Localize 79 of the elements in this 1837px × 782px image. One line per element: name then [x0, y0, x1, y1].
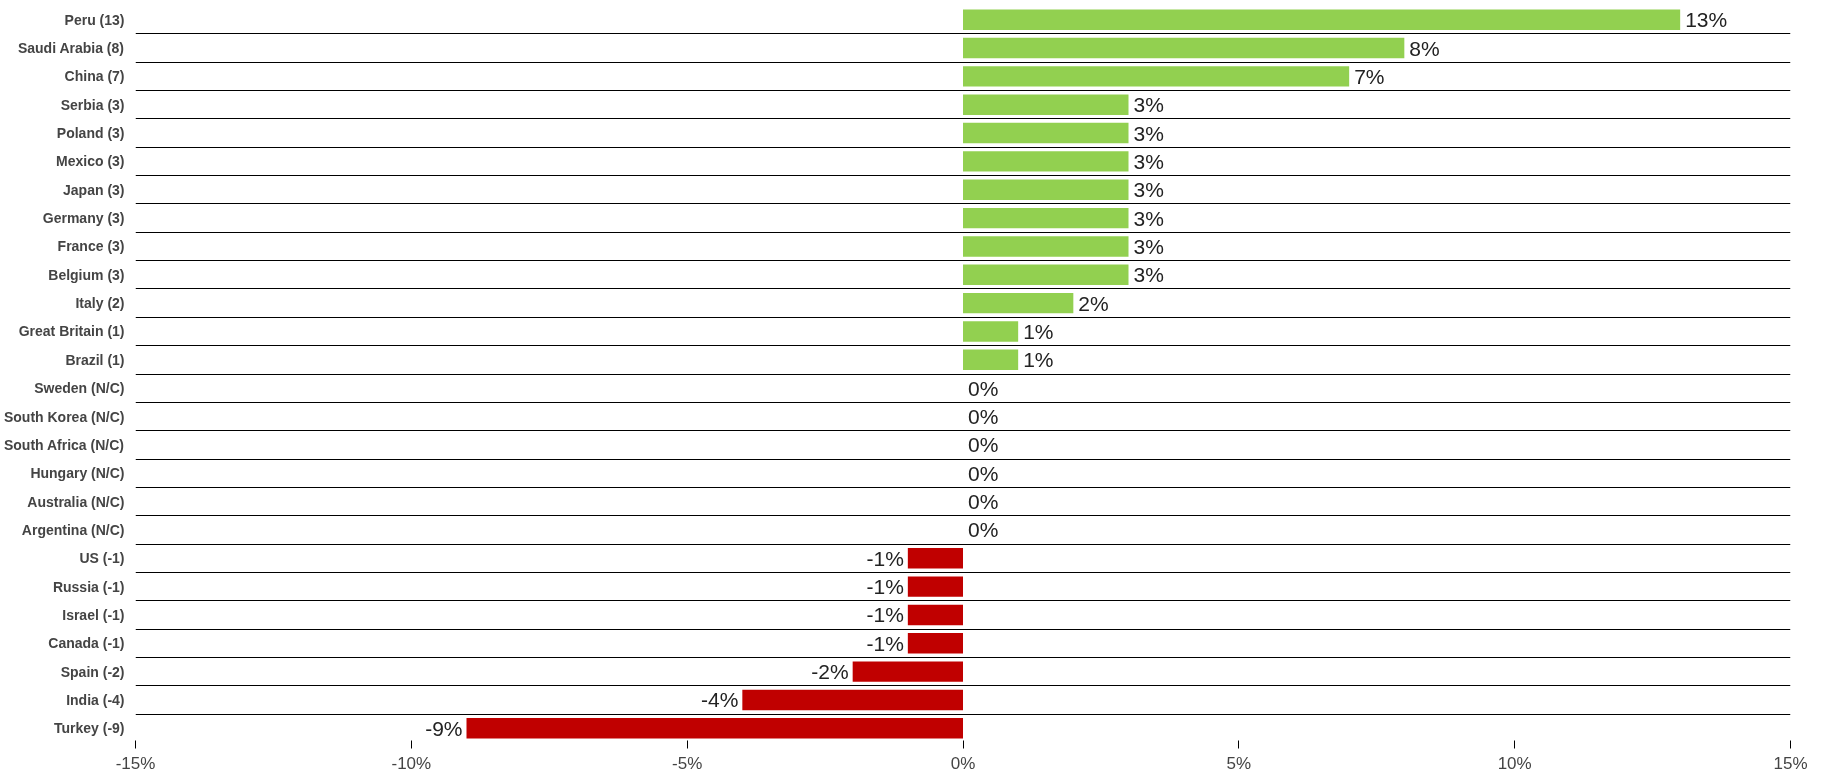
- bar: [907, 548, 963, 569]
- bar: [963, 151, 1129, 172]
- bar: [907, 576, 963, 597]
- y-tick-label: Germany (3): [42, 210, 125, 227]
- x-tick-label: -5%: [672, 753, 703, 773]
- data-label: 3%: [1133, 121, 1164, 145]
- data-label: -1%: [866, 546, 904, 570]
- y-tick-label: South Korea (N/C): [3, 408, 125, 425]
- data-label: 13%: [1685, 8, 1728, 32]
- data-label: 0%: [968, 376, 999, 400]
- data-label: 3%: [1133, 93, 1164, 117]
- y-tick-label: China (7): [64, 68, 125, 85]
- data-label: 3%: [1133, 149, 1164, 173]
- bar: [963, 349, 1019, 371]
- data-label: -9%: [425, 716, 463, 740]
- y-tick-label: Belgium (3): [48, 266, 125, 283]
- bar: [963, 236, 1129, 257]
- bar: [963, 292, 1074, 314]
- y-tick-label: Spain (-2): [60, 663, 125, 680]
- y-tick-label: Peru (13): [64, 11, 125, 28]
- bar: [963, 321, 1019, 342]
- bar: [742, 689, 963, 711]
- data-label: -4%: [700, 688, 739, 712]
- y-tick-label: Turkey (-9): [53, 720, 125, 737]
- y-tick-label: Poland (3): [56, 125, 125, 142]
- data-label: -1%: [866, 575, 904, 599]
- data-label: 0%: [968, 518, 999, 542]
- bar: [907, 633, 963, 654]
- y-tick-label: Sweden (N/C): [34, 380, 125, 397]
- data-label: 3%: [1133, 206, 1164, 230]
- y-tick-label: India (-4): [66, 691, 125, 708]
- data-label: 3%: [1133, 234, 1164, 258]
- y-tick-label: Australia (N/C): [27, 493, 125, 510]
- data-label: 0%: [968, 405, 999, 429]
- data-label: 1%: [1023, 348, 1054, 372]
- data-label: 1%: [1023, 319, 1054, 343]
- bar: [963, 37, 1405, 59]
- y-tick-label: Great Britain (1): [18, 323, 125, 340]
- y-tick-label: Brazil (1): [65, 351, 125, 368]
- bar: [466, 718, 963, 739]
- bar: [852, 661, 963, 682]
- data-label: 0%: [968, 461, 999, 485]
- y-tick-label: Russia (-1): [52, 578, 125, 595]
- bar: [963, 122, 1129, 144]
- y-tick-label: Saudi Arabia (8): [17, 40, 124, 57]
- data-label: -1%: [866, 603, 904, 627]
- x-tick-label: -10%: [391, 753, 432, 773]
- data-label: 2%: [1078, 291, 1109, 315]
- bar: [963, 94, 1129, 115]
- x-tick-label: 5%: [1226, 753, 1252, 773]
- bar: [963, 9, 1681, 30]
- bar: [963, 66, 1350, 87]
- x-tick-label: 15%: [1773, 753, 1808, 773]
- bar: [963, 179, 1129, 200]
- y-tick-label: Hungary (N/C): [30, 465, 125, 482]
- data-label: 3%: [1133, 263, 1164, 287]
- data-label: 8%: [1409, 36, 1440, 60]
- y-tick-label: France (3): [57, 238, 125, 255]
- data-label: 0%: [968, 433, 999, 457]
- data-label: -2%: [811, 660, 849, 684]
- x-tick-label: 0%: [950, 753, 976, 773]
- data-label: 7%: [1354, 64, 1385, 88]
- data-label: 0%: [968, 490, 999, 514]
- y-tick-label: Mexico (3): [56, 153, 125, 170]
- bar: [963, 264, 1129, 285]
- bar: [963, 207, 1129, 229]
- y-tick-label: South Africa (N/C): [3, 436, 124, 453]
- y-tick-label: Italy (2): [75, 295, 125, 312]
- y-tick-label: Japan (3): [63, 181, 125, 198]
- y-tick-label: Israel (-1): [62, 606, 125, 623]
- y-tick-label: Serbia (3): [60, 96, 125, 113]
- x-tick-label: 10%: [1497, 753, 1532, 773]
- data-label: -1%: [866, 631, 904, 655]
- y-tick-label: Argentina (N/C): [21, 521, 125, 538]
- y-tick-label: US (-1): [79, 550, 125, 567]
- bar: [907, 604, 963, 626]
- y-tick-label: Canada (-1): [48, 635, 125, 652]
- data-label: 3%: [1133, 178, 1164, 202]
- x-tick-label: -15%: [115, 753, 156, 773]
